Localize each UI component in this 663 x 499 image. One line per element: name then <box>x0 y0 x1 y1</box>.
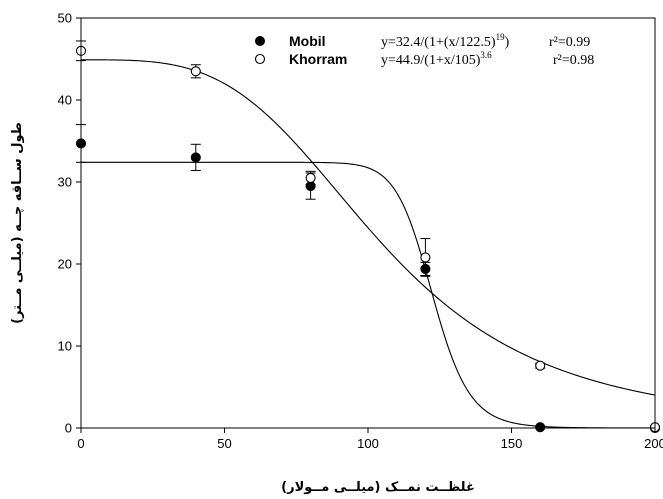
data-point-khorram <box>535 360 546 371</box>
fit-curve-mobil <box>81 161 656 429</box>
legend-marker-khorram <box>254 53 266 65</box>
y-tick-label: 0 <box>65 421 72 436</box>
legend-r2-khorram: r²=0.98 <box>553 53 594 68</box>
legend-label-khorram: Khorram <box>289 51 347 67</box>
y-tick-label: 30 <box>58 175 72 190</box>
y-tick-label: 10 <box>58 339 72 354</box>
data-point-khorram <box>305 172 316 183</box>
data-point-mobil <box>535 422 546 433</box>
legend: Mobil y=32.4/(1+(x/122.5)19) r²=0.99 Kho… <box>254 32 594 68</box>
plot-area <box>75 40 661 434</box>
x-tick-label: 200 <box>644 436 663 451</box>
x-tick-label: 50 <box>217 436 231 451</box>
plot-frame <box>80 17 656 429</box>
data-point-khorram <box>420 252 431 263</box>
x-tick-label: 0 <box>77 436 84 451</box>
x-tick-label: 100 <box>357 436 379 451</box>
legend-label-mobil: Mobil <box>289 33 326 49</box>
axes: 0 50 100 150 200 0 10 20 30 40 50 غلظــت نمــک (میل… <box>10 11 663 496</box>
legend-marker-mobil <box>255 36 265 46</box>
data-point-khorram <box>190 66 201 77</box>
y-tick-label: 20 <box>58 257 72 272</box>
x-axis-title: غلظــت نمــک (میلــی مــولار) <box>281 480 475 495</box>
y-axis-title: طول ســاقه چــه (میلــی مــتر) <box>10 122 25 324</box>
legend-equation-mobil: y=32.4/(1+(x/122.5)19) <box>381 32 510 50</box>
data-point-mobil <box>190 152 201 163</box>
x-tick-label: 150 <box>501 436 523 451</box>
legend-r2-mobil: r²=0.99 <box>549 35 590 50</box>
legend-equation-khorram: y=44.9/(1+x/105)3.6 <box>381 50 492 68</box>
y-tick-label: 40 <box>58 93 72 108</box>
y-tick-label: 50 <box>58 11 72 26</box>
fit-curve-khorram <box>81 59 656 396</box>
